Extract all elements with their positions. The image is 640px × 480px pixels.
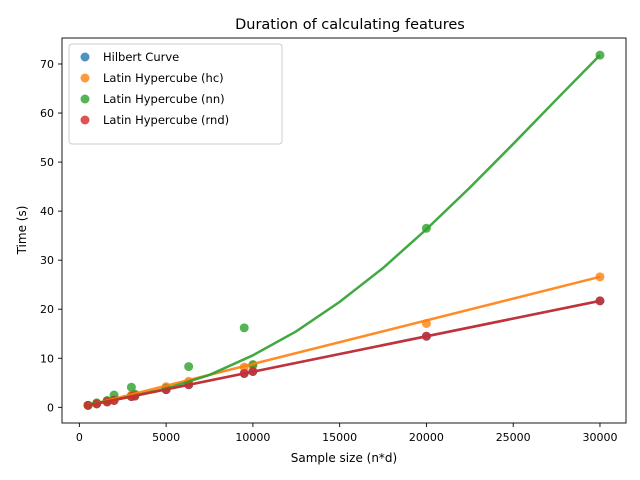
legend-box [68,43,283,145]
x-tick-label: 5000 [152,431,180,444]
data-point [126,382,136,392]
plot-area [83,50,605,410]
y-tick-label: 30 [40,254,54,267]
y-tick-label: 40 [40,205,54,218]
y-tick-label: 20 [40,303,54,316]
axes-frame [61,37,627,424]
x-tick-label: 20000 [409,431,444,444]
y-tick-label: 0 [47,401,54,414]
y-tick-label: 10 [40,352,54,365]
y-tick-label: 50 [40,156,54,169]
y-axis-label: Time (s) [15,206,29,256]
legend-label: Latin Hypercube (nn) [103,92,225,106]
legend-marker [80,115,90,125]
chart-title: Duration of calculating features [235,17,465,33]
legend: Hilbert Curve Latin Hypercube (hc) Latin H… [68,43,283,145]
legend-marker [80,52,90,62]
x-axis-label: Sample size (n*d) [291,451,397,465]
fit-line [87,299,601,407]
data-point [239,323,249,333]
y-tick-label: 60 [40,107,54,120]
x-tick-label: 10000 [235,431,270,444]
x-tick-label: 15000 [322,431,357,444]
fit-line [87,275,601,407]
x-tick-label: 25000 [496,431,531,444]
x-tick-label: 30000 [582,431,617,444]
y-tick-label: 70 [40,58,54,71]
x-tick-label: 0 [76,431,83,444]
legend-label: Latin Hypercube (hc) [103,71,224,85]
legend-marker [80,94,90,104]
data-point [184,362,194,372]
legend-label: Latin Hypercube (rnd) [103,113,229,127]
legend-label: Hilbert Curve [103,50,179,64]
axes: 0 5000 10000 15000 20000 25000 30000 0 10 20 30 40 5… [40,37,627,444]
legend-marker [80,73,90,83]
